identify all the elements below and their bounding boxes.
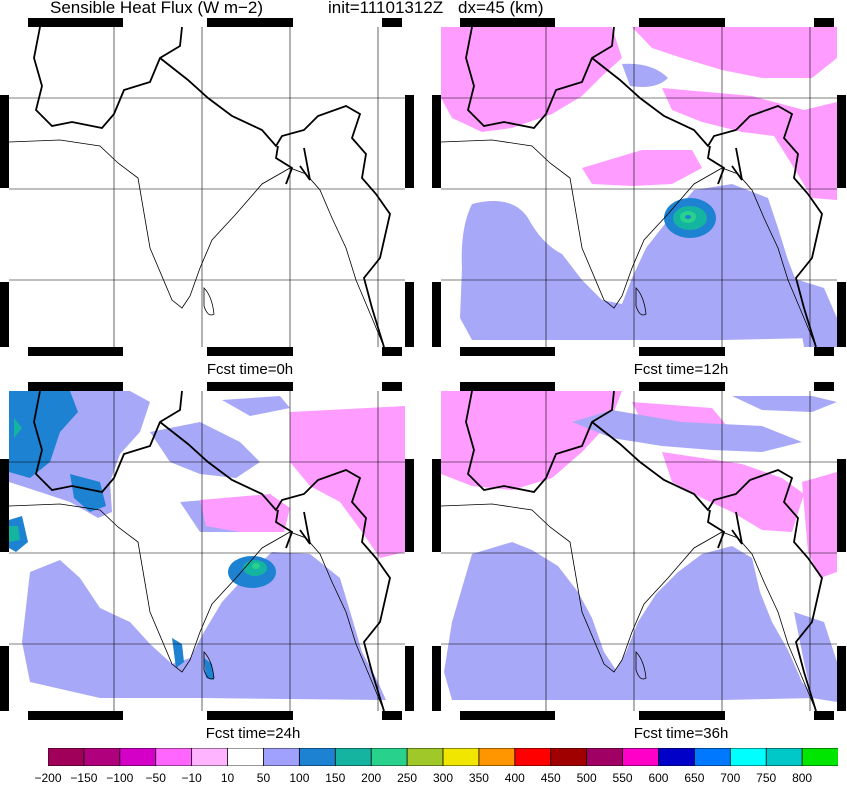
map-title: Sensible Heat Flux (W m−2) [50, 0, 264, 17]
colorbar-tick-label: 650 [684, 771, 705, 785]
colorbar-swatch [119, 748, 157, 766]
colorbar-tick-label: −150 [70, 771, 98, 785]
colorbar-swatch [514, 748, 552, 766]
colorbar-tick-label: 250 [397, 771, 418, 785]
flux-field-36h [441, 391, 837, 702]
colorbar-swatch [442, 748, 480, 766]
colorbar-tick-label: 550 [612, 771, 633, 785]
map-frame [432, 18, 846, 356]
init-time: init=11101312Z [328, 0, 444, 17]
colorbar-swatch [83, 748, 121, 766]
colorbar-swatch [48, 748, 85, 766]
map-frame [0, 18, 414, 356]
map-panel-0h [0, 18, 414, 356]
colorbar-tick-label: 10 [220, 771, 235, 785]
colorbar-tick-label: 400 [504, 771, 525, 785]
colorbar-tick-label: −50 [145, 771, 166, 785]
colorbar-swatch [191, 748, 229, 766]
colorbar-swatch [622, 748, 660, 766]
colorbar-swatch [370, 748, 408, 766]
map-frame [0, 382, 414, 720]
colorbar-swatch [801, 748, 838, 766]
panel-caption-12h: Fcst time=12h [633, 361, 729, 378]
colorbar-swatch [586, 748, 624, 766]
map-panel-24h [0, 382, 414, 720]
grid-spacing: dx=45 (km) [458, 0, 544, 17]
panel-caption-36h: Fcst time=36h [633, 725, 729, 742]
colorbar-swatch [155, 748, 193, 766]
colorbar-swatch [478, 748, 516, 766]
flux-field-24h [9, 391, 405, 700]
colorbar-tick-label: −200 [34, 771, 62, 785]
flux-field-12h [441, 27, 837, 347]
colorbar-swatch [729, 748, 768, 766]
map-panel-36h [432, 382, 846, 720]
colorbar-swatch [550, 748, 588, 766]
colorbar-tick-label: −10 [181, 771, 202, 785]
colorbar-swatch [334, 748, 373, 766]
colorbar-tick-label: −100 [106, 771, 134, 785]
colorbar-tick-label: 50 [256, 771, 271, 785]
panel-caption-24h: Fcst time=24h [205, 725, 301, 742]
colorbar [48, 748, 838, 766]
colorbar-tick-label: 300 [432, 771, 454, 785]
colorbar-tick-label: 800 [792, 771, 813, 785]
colorbar-swatch [263, 748, 301, 766]
colorbar-swatch [658, 748, 696, 766]
colorbar-tick-label: 600 [648, 771, 669, 785]
colorbar-tick-label: 100 [289, 771, 310, 785]
colorbar-tick-label: 450 [540, 771, 561, 785]
colorbar-tick-label: 200 [361, 771, 382, 785]
map-panel-12h [432, 18, 846, 356]
colorbar-swatch [227, 748, 265, 766]
panel-caption-0h: Fcst time=0h [206, 361, 294, 378]
colorbar-swatch [765, 748, 803, 766]
colorbar-swatch [693, 748, 732, 766]
colorbar-tick-label: 350 [468, 771, 489, 785]
colorbar-swatch [298, 748, 337, 766]
colorbar-tick-label: 750 [756, 771, 777, 785]
colorbar-swatch [406, 748, 444, 766]
colorbar-tick-label: 700 [720, 771, 741, 785]
colorbar-tick-label: 150 [325, 771, 346, 785]
colorbar-tick-label: 500 [576, 771, 597, 785]
map-frame [432, 382, 846, 720]
